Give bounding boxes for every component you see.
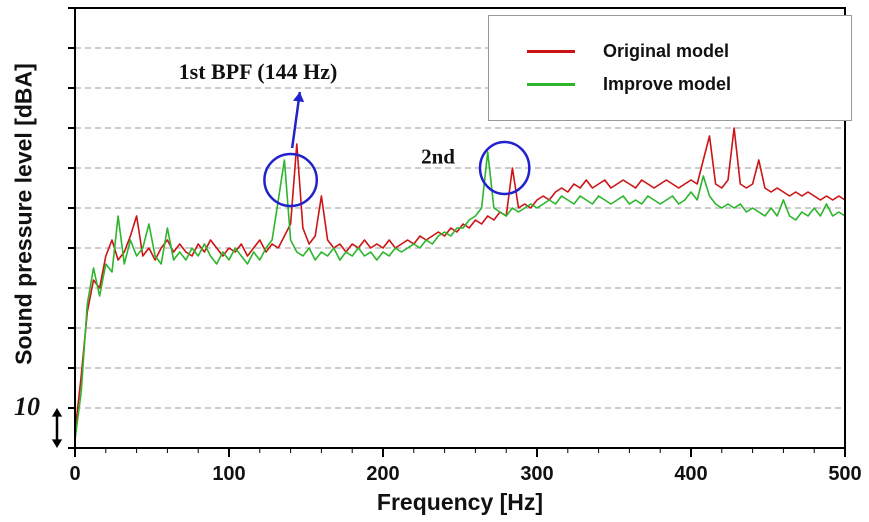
legend-line-original — [527, 50, 575, 53]
legend-label-improve: Improve model — [603, 74, 732, 94]
svg-text:400: 400 — [674, 463, 707, 485]
legend-item-improve: Improve model — [527, 74, 851, 95]
svg-text:500: 500 — [828, 463, 861, 485]
legend-label-original: Original model — [603, 41, 730, 61]
annotation-1st-bpf: 1st BPF (144 Hz) — [178, 59, 338, 84]
annotation-2nd: 2nd — [421, 144, 455, 169]
svg-text:200: 200 — [366, 463, 399, 485]
svg-text:300: 300 — [520, 463, 553, 485]
x-axis-label: Frequency [Hz] — [376, 489, 544, 515]
svg-text:0: 0 — [69, 463, 80, 485]
legend-item-original: Original model — [527, 41, 851, 62]
y-scale-value: 10 — [14, 392, 40, 421]
legend: Original model Improve model — [488, 15, 852, 121]
svg-text:100: 100 — [212, 463, 245, 485]
y-axis-label: Sound pressure level [dBA] — [10, 63, 37, 365]
legend-line-improve — [527, 83, 575, 86]
